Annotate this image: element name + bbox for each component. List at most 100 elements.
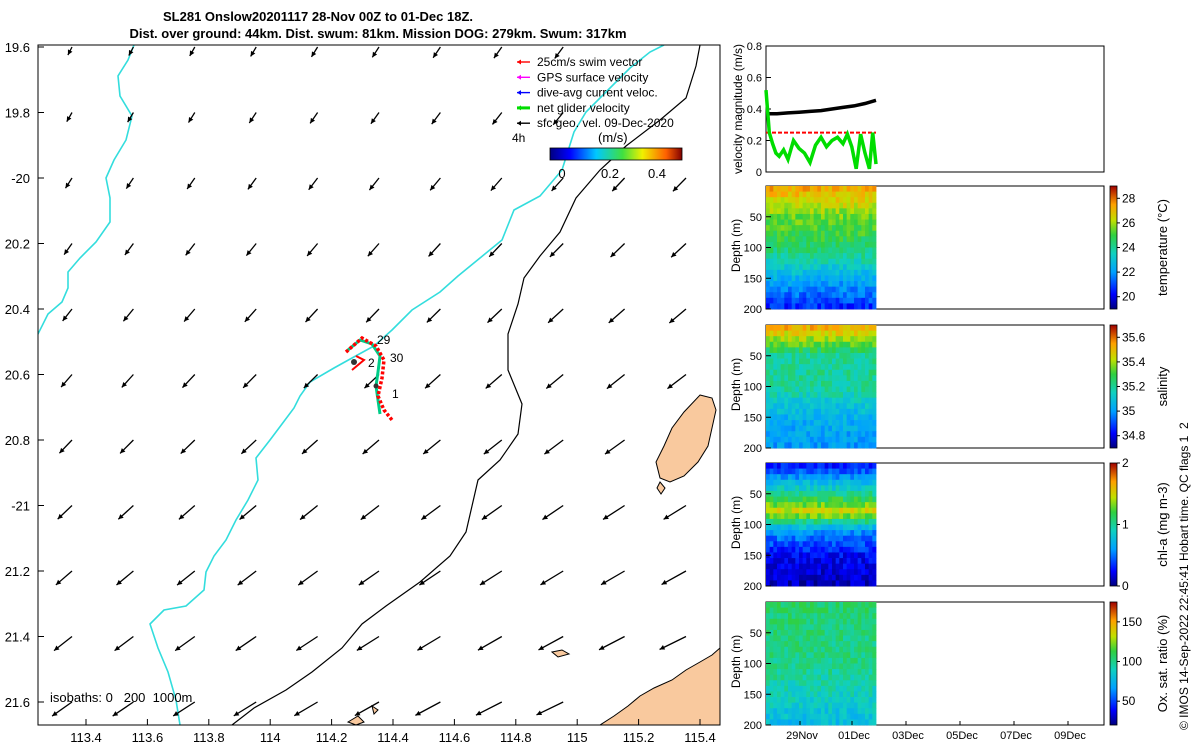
heatmap-cell bbox=[821, 219, 826, 226]
legend-label: GPS surface velocity bbox=[537, 70, 648, 84]
heatmap-cell bbox=[850, 442, 855, 449]
heatmap-cell bbox=[832, 468, 837, 475]
heatmap-cell bbox=[780, 569, 785, 576]
heatmap-cell bbox=[777, 219, 782, 226]
heatmap-cell bbox=[824, 414, 829, 421]
heatmap-cell bbox=[821, 236, 826, 243]
heatmap-cell bbox=[821, 347, 826, 354]
heatmap-cell bbox=[766, 618, 771, 625]
heatmap-cell bbox=[766, 375, 771, 382]
heatmap-cell bbox=[802, 502, 807, 509]
heatmap-cell bbox=[872, 530, 877, 537]
heatmap-cell bbox=[857, 618, 862, 625]
heatmap-cell bbox=[839, 463, 844, 469]
heatmap-cell bbox=[868, 541, 873, 548]
heatmap-cell bbox=[806, 330, 811, 337]
heatmap-cell bbox=[806, 275, 811, 282]
heatmap-cell bbox=[791, 208, 796, 215]
heatmap-cell bbox=[872, 241, 877, 248]
heatmap-cell bbox=[777, 236, 782, 243]
heatmap-cell bbox=[854, 392, 859, 399]
heatmap-cell bbox=[832, 502, 837, 509]
heatmap-cell bbox=[791, 463, 796, 469]
heatmap-cell bbox=[788, 286, 793, 293]
heatmap-cell bbox=[773, 496, 778, 503]
heatmap-cell bbox=[777, 574, 782, 581]
heatmap-cell bbox=[828, 507, 833, 514]
heatmap-cell bbox=[839, 347, 844, 354]
heatmap-cell bbox=[791, 552, 796, 559]
heatmap-cell bbox=[795, 414, 800, 421]
heatmap-cell bbox=[780, 618, 785, 625]
heatmap-cell bbox=[769, 202, 774, 209]
heatmap-cell bbox=[828, 719, 833, 726]
heatmap-cell bbox=[784, 397, 789, 404]
heatmap-cell bbox=[861, 247, 866, 254]
heatmap-cell bbox=[832, 431, 837, 438]
heatmap-cell bbox=[861, 191, 866, 198]
heatmap-cell bbox=[824, 502, 829, 509]
heatmap-cell bbox=[773, 347, 778, 354]
heatmap-cell bbox=[872, 507, 877, 514]
heatmap-cell bbox=[773, 513, 778, 520]
heatmap-cell bbox=[839, 669, 844, 676]
heatmap-cell bbox=[843, 264, 848, 271]
heatmap-cell bbox=[846, 629, 851, 636]
heatmap-cell bbox=[861, 431, 866, 438]
heatmap-cell bbox=[817, 541, 822, 548]
heatmap-cell bbox=[832, 369, 837, 376]
heatmap-cell bbox=[868, 414, 873, 421]
heatmap-cell bbox=[766, 191, 771, 198]
current-vector bbox=[419, 570, 441, 586]
heatmap-cell bbox=[846, 247, 851, 254]
heatmap-cell bbox=[854, 358, 859, 365]
heatmap-cell bbox=[865, 347, 870, 354]
heatmap-cell bbox=[854, 674, 859, 681]
heatmap-cell bbox=[769, 569, 774, 576]
heatmap-cell bbox=[799, 674, 804, 681]
heatmap-cell bbox=[766, 269, 771, 276]
heatmap-cell bbox=[843, 485, 848, 492]
heatmap-cell bbox=[773, 646, 778, 653]
heatmap-cell bbox=[813, 541, 818, 548]
heatmap-cell bbox=[773, 264, 778, 271]
heatmap-cell bbox=[806, 325, 811, 331]
heatmap-cell bbox=[777, 541, 782, 548]
heatmap-cell bbox=[766, 341, 771, 348]
heatmap-cell bbox=[810, 436, 815, 443]
heatmap-cell bbox=[799, 352, 804, 359]
heatmap-cell bbox=[832, 713, 837, 720]
land-islet bbox=[656, 481, 666, 495]
heatmap-cell bbox=[773, 397, 778, 404]
heatmap-cell bbox=[868, 474, 873, 481]
heatmap-cell bbox=[817, 552, 822, 559]
heatmap-cell bbox=[777, 375, 782, 382]
heatmap-cell bbox=[839, 496, 844, 503]
heatmap-cell bbox=[817, 646, 822, 653]
heatmap-cell bbox=[854, 264, 859, 271]
heatmap-cell bbox=[777, 397, 782, 404]
heatmap-cell bbox=[865, 425, 870, 432]
heatmap-cell bbox=[868, 431, 873, 438]
heatmap-cell bbox=[777, 253, 782, 260]
heatmap-cell bbox=[802, 530, 807, 537]
heatmap-cell bbox=[784, 364, 789, 371]
heatmap-cell bbox=[828, 286, 833, 293]
heatmap-cell bbox=[810, 607, 815, 614]
heatmap-cell bbox=[861, 646, 866, 653]
heatmap-cell bbox=[795, 281, 800, 288]
heatmap-cell bbox=[854, 569, 859, 576]
heatmap-cell bbox=[788, 468, 793, 475]
heatmap-cell bbox=[865, 535, 870, 542]
heatmap-cell bbox=[835, 691, 840, 698]
heatmap-cell bbox=[868, 275, 873, 282]
heatmap-cell bbox=[777, 369, 782, 376]
heatmap-cell bbox=[824, 397, 829, 404]
heatmap-cell bbox=[784, 241, 789, 248]
heatmap-cell bbox=[802, 535, 807, 542]
heatmap-cell bbox=[777, 552, 782, 559]
heatmap-cell bbox=[872, 546, 877, 553]
heatmap-cell bbox=[813, 286, 818, 293]
heatmap-cell bbox=[861, 618, 866, 625]
heatmap-cell bbox=[813, 225, 818, 232]
